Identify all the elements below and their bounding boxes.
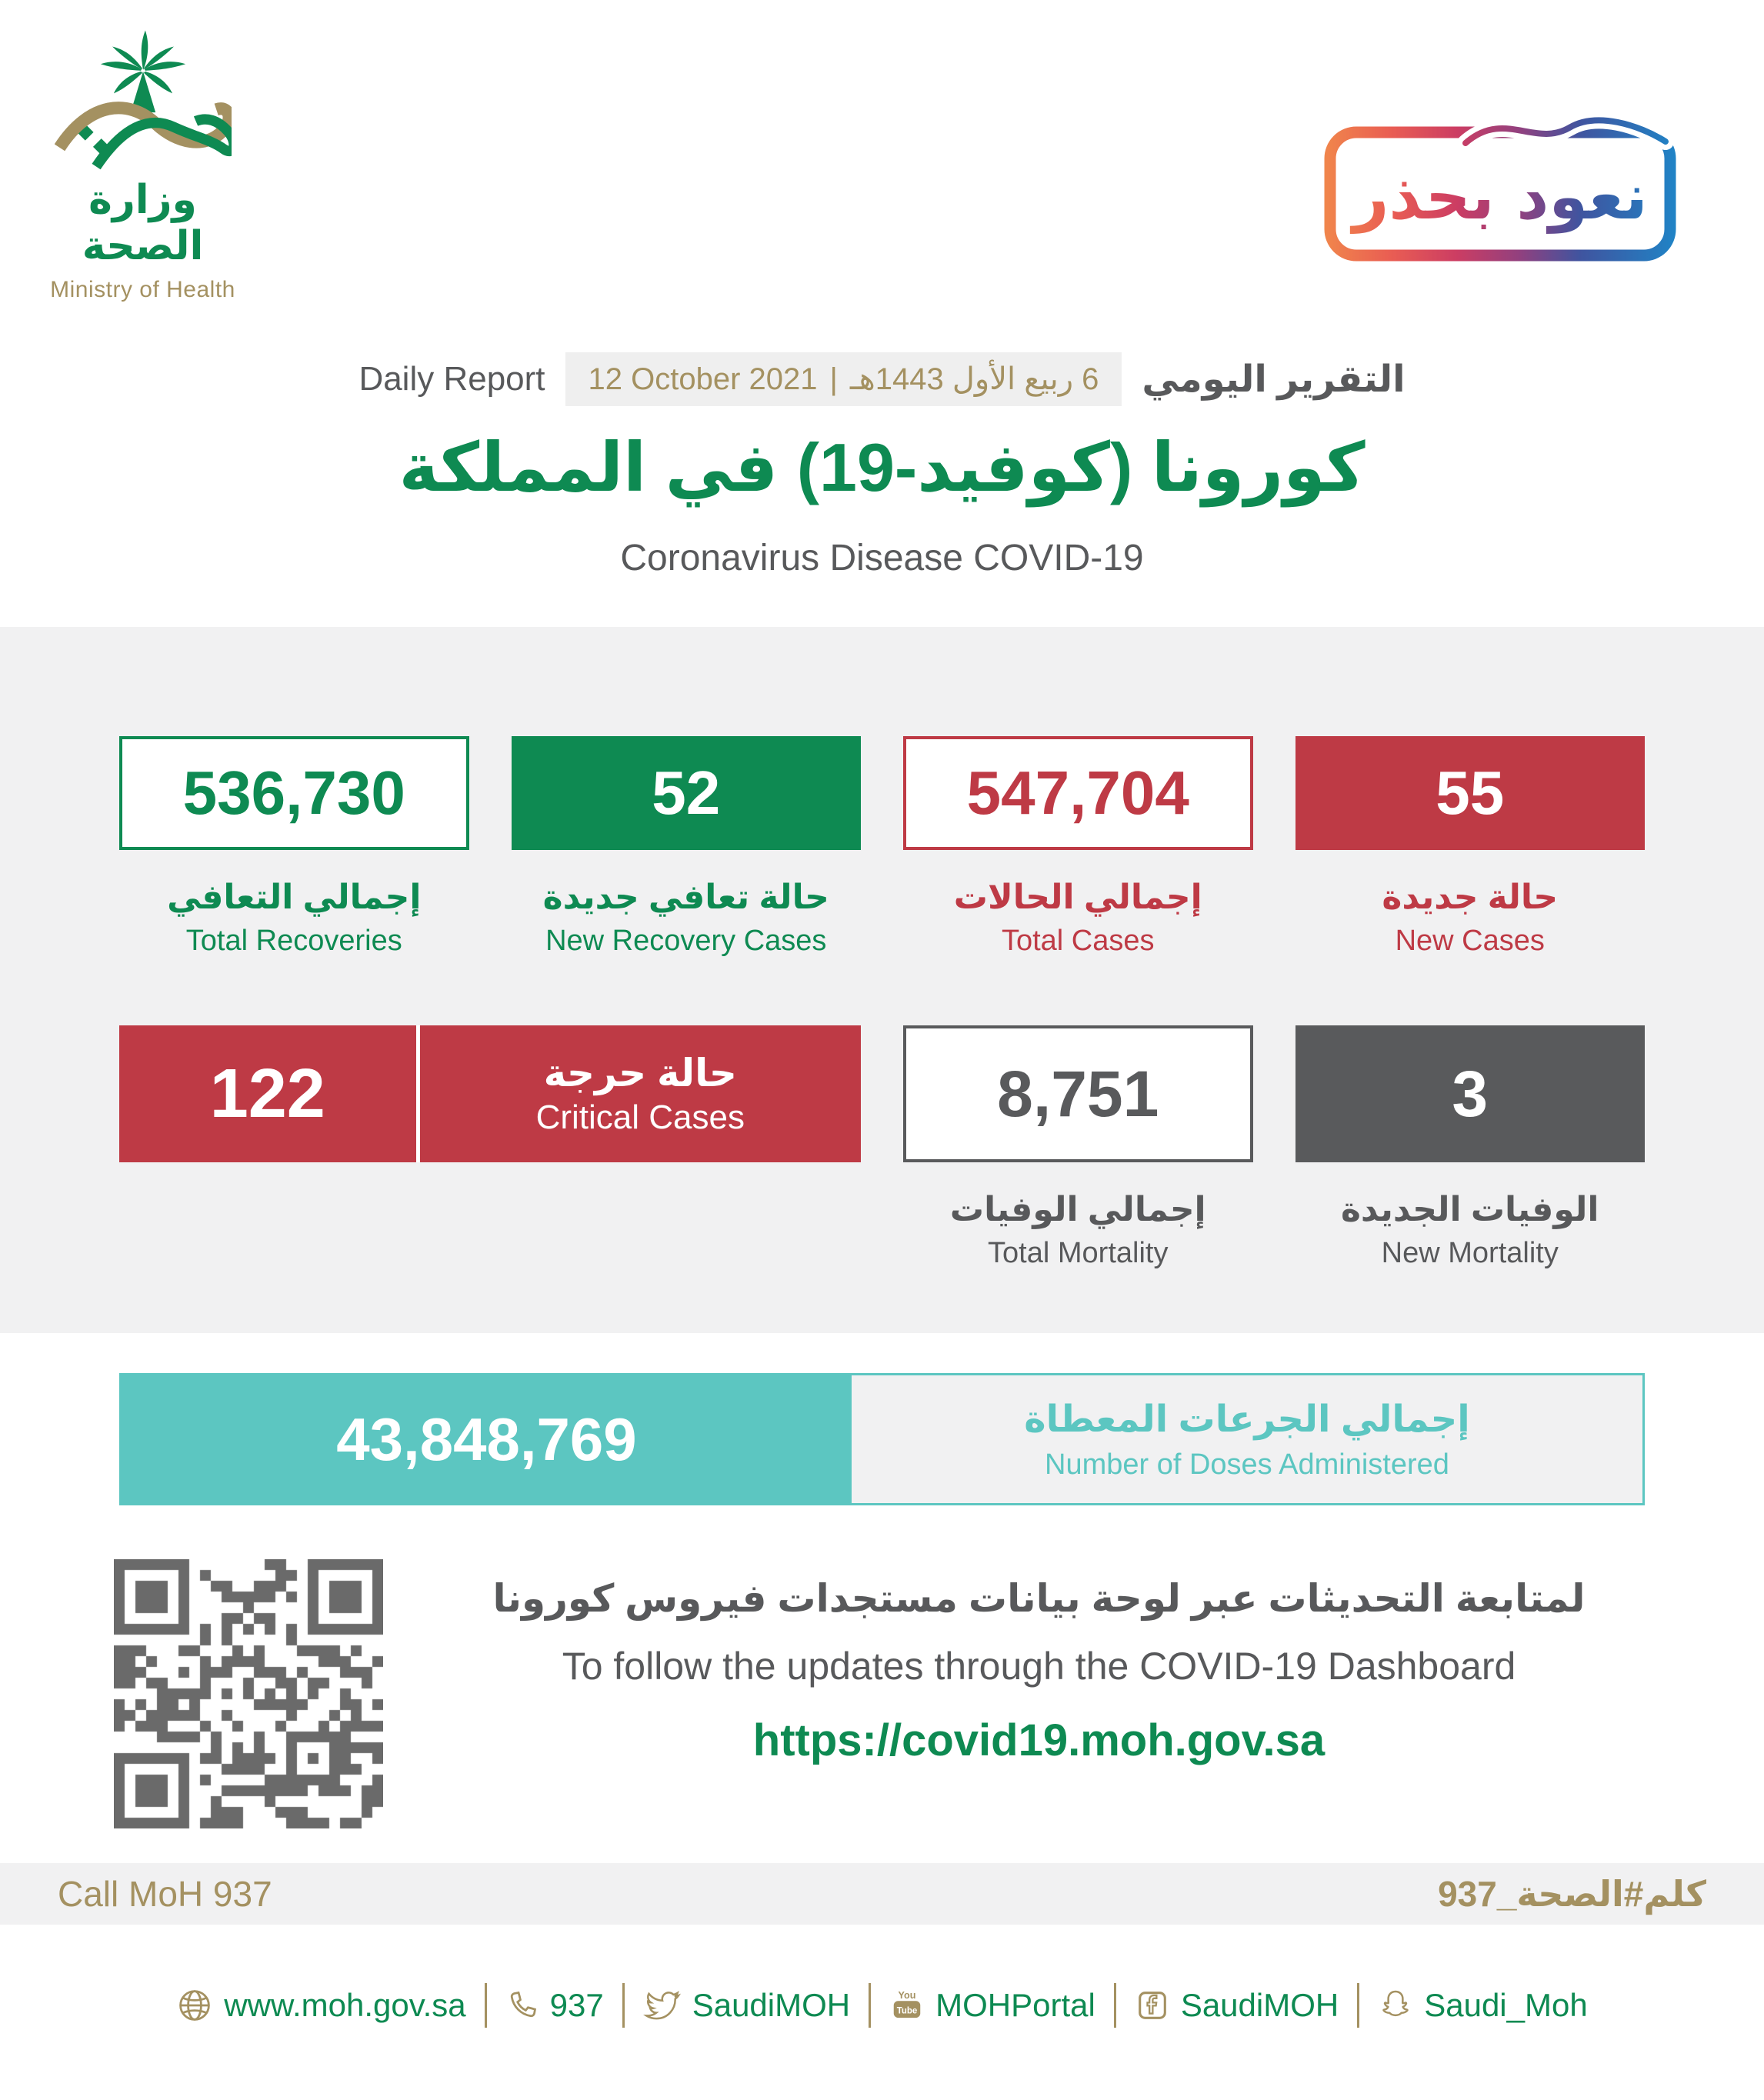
new-recoveries-label-ar: حالة تعافي جديدة [542,878,829,916]
svg-text:You: You [899,1990,916,2001]
dashboard-url-link[interactable]: https://covid19.moh.gov.sa [752,1715,1326,1765]
phone-link[interactable]: 937 [505,1987,604,2024]
stats-section: 536,730 إجمالي التعافي Total Recoveries … [0,627,1764,1333]
facebook-link[interactable]: SaudiMOH [1135,1987,1339,2024]
moh-palm-logo-icon [54,30,232,170]
total-cases-label-ar: إجمالي الحالات [953,878,1202,916]
globe-icon [179,1990,211,2021]
critical-cases-card: 122 حالة حرجة Critical Cases [119,1025,861,1162]
gradient-badge-icon: نعود بحذر [1324,112,1676,262]
stats-row-1: 536,730 إجمالي التعافي Total Recoveries … [119,736,1645,958]
divider [622,1983,625,2028]
date-english: 12 October 2021 [588,362,818,396]
badge-label: نعود بحذر [1349,161,1648,234]
total-mortality-value: 8,751 [903,1025,1253,1162]
youtube-label: MOHPortal [935,1987,1095,2023]
website-label: www.moh.gov.sa [224,1987,466,2023]
twitter-icon [642,1991,681,2020]
new-mortality-label-en: New Mortality [1381,1237,1559,1269]
new-mortality-card: 3 الوفيات الجديدة New Mortality [1295,1025,1645,1270]
facebook-label: SaudiMOH [1180,1987,1339,2023]
phone-icon [510,1991,536,2018]
svg-text:Tube: Tube [897,2006,918,2015]
youtube-icon: You Tube [893,1990,921,2018]
doses-label-ar: إجمالي الجرعات المعطاة [1024,1398,1470,1440]
total-recoveries-value: 536,730 [119,736,469,850]
page-title-arabic: كورونا (كوفيد-19) في المملكة [398,429,1366,505]
total-cases-label-en: Total Cases [1001,925,1155,957]
hashtag-label: كلم#الصحة_937 [1438,1874,1706,1914]
divider [869,1983,872,2028]
divider [1357,1983,1360,2028]
total-recoveries-label-ar: إجمالي التعافي [167,878,422,916]
critical-cases-value: 122 [209,1055,325,1132]
stats-row-2: 122 حالة حرجة Critical Cases 8,751 إجمال… [119,1025,1645,1270]
header: وزارة الصحة Ministry of Health نعود بحذر… [0,0,1764,627]
snapchat-link[interactable]: Saudi_Moh [1378,1987,1588,2024]
youtube-link[interactable]: You Tube MOHPortal [889,1987,1095,2024]
call-moh-label: Call MoH 937 [58,1874,272,1914]
daily-report-label-en: Daily Report [358,360,545,398]
facebook-icon [1138,1992,1166,2019]
doses-administered-bar: 43,848,769 إجمالي الجرعات المعطاة Number… [119,1373,1645,1505]
twitter-label: SaudiMOH [692,1987,851,2023]
new-cases-label-en: New Cases [1395,925,1545,957]
new-mortality-value: 3 [1295,1025,1645,1162]
dashboard-note-en: To follow the updates through the COVID-… [562,1645,1516,1688]
doses-value: 43,848,769 [122,1375,852,1503]
doses-label-en: Number of Doses Administered [1045,1448,1449,1481]
total-mortality-card: 8,751 إجمالي الوفيات Total Mortality [903,1025,1253,1270]
dashboard-note-ar: لمتابعة التحديثات عبر لوحة بيانات مستجدا… [492,1577,1586,1620]
divider [484,1983,487,2028]
snapchat-icon [1382,1990,1409,2017]
new-cases-value: 55 [1295,736,1645,850]
total-recoveries-card: 536,730 إجمالي التعافي Total Recoveries [119,736,469,958]
dashboard-section: لمتابعة التحديثات عبر لوحة بيانات مستجدا… [0,1559,1764,1832]
website-link[interactable]: www.moh.gov.sa [176,1987,466,2024]
date-hijri: 6 ربيع الأول 1443هـ [849,362,1099,396]
daily-report-label-ar: التقرير اليومي [1142,359,1406,400]
new-cases-label-ar: حالة جديدة [1382,878,1559,916]
return-with-caution-badge: نعود بحذر [1319,102,1681,266]
moh-logo: وزارة الصحة Ministry of Health [45,23,241,303]
logo-title-arabic: وزارة الصحة [82,178,204,268]
total-cases-card: 547,704 إجمالي الحالات Total Cases [903,736,1253,958]
logo-title-english: Ministry of Health [50,277,235,302]
new-cases-card: 55 حالة جديدة New Cases [1295,736,1645,958]
new-mortality-label-ar: الوفيات الجديدة [1340,1191,1599,1228]
total-cases-value: 547,704 [903,736,1253,850]
date-separator: | [829,362,838,396]
date-box: 12 October 2021 | 6 ربيع الأول 1443هـ [565,352,1122,406]
footer-band: Call MoH 937 كلم#الصحة_937 [0,1863,1764,1925]
snapchat-label: Saudi_Moh [1424,1987,1588,2023]
critical-cases-label-en: Critical Cases [535,1098,745,1136]
total-recoveries-label-en: Total Recoveries [185,925,402,957]
new-recoveries-value: 52 [511,736,861,850]
total-mortality-label-ar: إجمالي الوفيات [949,1191,1206,1228]
new-recoveries-card: 52 حالة تعافي جديدة New Recovery Cases [511,736,861,958]
critical-divider [415,1025,420,1162]
divider [1113,1983,1116,2028]
social-bar: www.moh.gov.sa 937 SaudiMOH You Tube MOH… [0,1983,1764,2028]
total-mortality-label-en: Total Mortality [988,1237,1169,1269]
report-title-row: Daily Report 12 October 2021 | 6 ربيع ال… [0,352,1764,406]
phone-label: 937 [549,1987,604,2023]
new-recoveries-label-en: New Recovery Cases [545,925,827,957]
critical-cases-label-ar: حالة حرجة [543,1052,737,1095]
page-title-english: Coronavirus Disease COVID-19 [620,538,1144,578]
qr-code [114,1559,383,1828]
twitter-link[interactable]: SaudiMOH [642,1986,851,2025]
